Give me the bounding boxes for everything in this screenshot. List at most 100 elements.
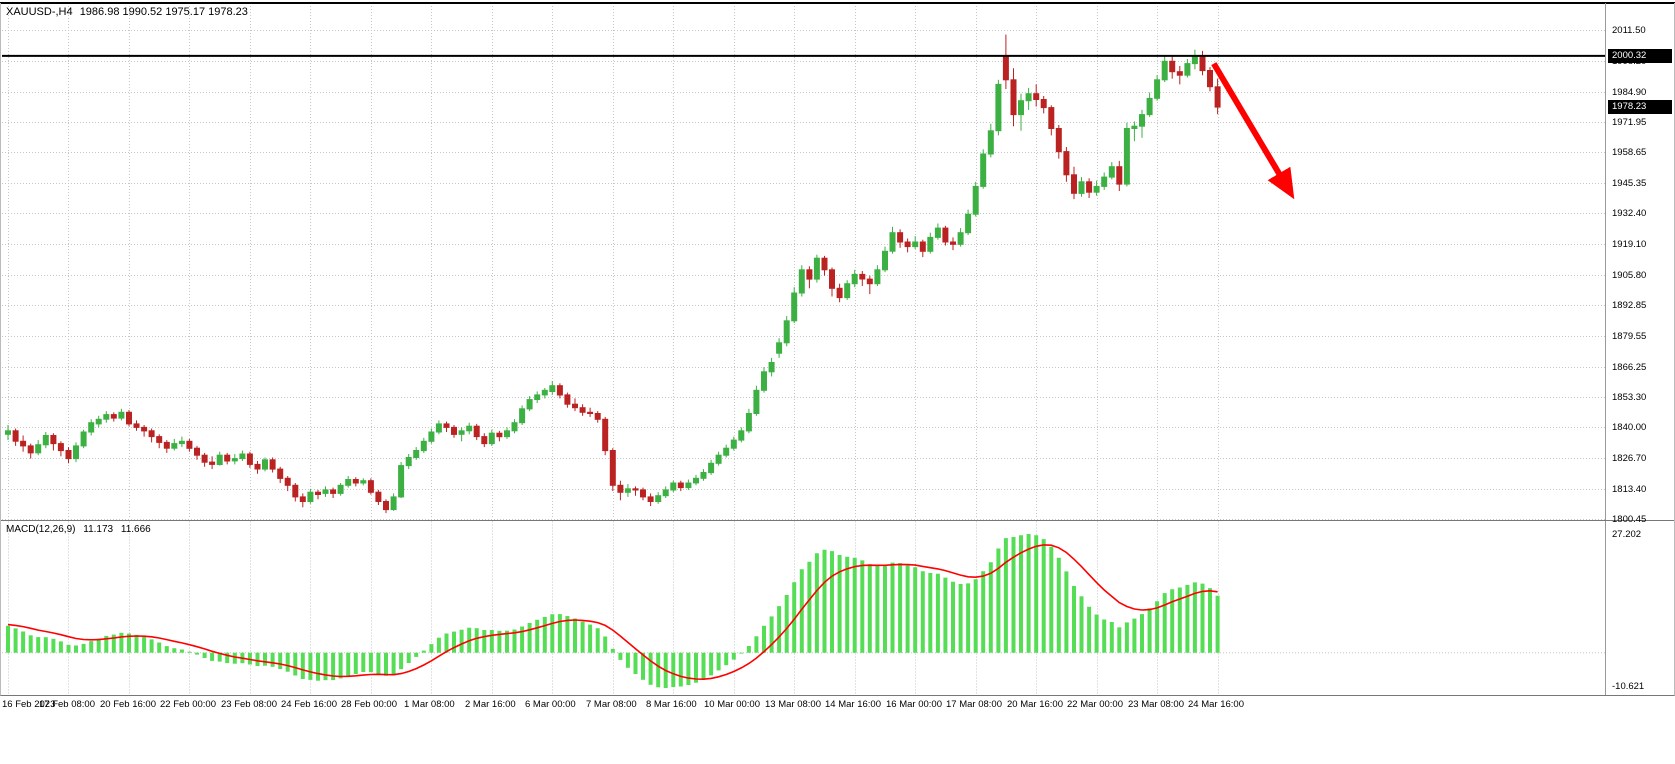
candle-body [1071,174,1077,194]
candle-body [919,241,926,252]
price-tick-label: 1866.25 [1612,362,1647,373]
candle-body [133,423,140,428]
price-tick-label: 1971.95 [1612,117,1647,128]
candle-body [745,413,752,432]
candle-body [556,385,563,396]
candle-body [1055,128,1062,153]
candle-body [851,273,858,285]
candle-body [420,440,427,452]
price-tick-label: 1840.00 [1612,422,1647,433]
price-tick-label: 1813.40 [1612,484,1647,495]
candle-body [315,491,321,496]
chart-title: XAUUSD-,H4 1986.98 1990.52 1975.17 1978.… [6,6,252,18]
candle-body [564,394,571,405]
candle-body [254,463,261,470]
candle-body [95,418,102,425]
price-tick-label: 1905.80 [1612,270,1647,281]
price-tick-label: 1879.55 [1612,331,1647,342]
candle-body [148,430,155,438]
candle-body [655,495,662,503]
candle-body [496,432,503,438]
trend-arrow-annotation[interactable] [1211,62,1295,200]
candle-body [5,430,11,435]
candle-body [511,422,518,432]
candle-body [1063,151,1070,176]
candle-body [624,488,631,493]
time-tick-label: 16 Mar 00:00 [886,699,942,710]
candle-body [602,418,609,452]
candle-body [632,488,639,491]
candle-body [216,454,223,466]
candle-body [20,440,27,447]
candle-body [1214,86,1221,108]
time-tick-label: 14 Mar 16:00 [825,699,881,710]
candle-body [617,484,624,493]
candle-body [783,320,790,344]
time-tick-label: 2 Mar 16:00 [465,699,516,710]
candle-body [390,496,397,511]
candle-body [57,443,64,452]
candle-body [73,445,79,460]
hline-price-badge: 2000.32 [1608,49,1672,63]
candle-body [738,430,745,441]
candle-body [1207,70,1213,88]
price-tick-label: 1919.10 [1612,239,1647,250]
macd-indicator-label: MACD(12,26,9) 11.173 11.666 [6,524,156,535]
time-tick-label: 7 Mar 08:00 [586,699,637,710]
candle-body [1018,100,1024,116]
candle-body [1108,166,1115,178]
time-tick-label: 22 Mar 00:00 [1067,699,1123,710]
candle-body [693,477,699,484]
candle-body [35,444,42,454]
macd-main-value: 11.173 [83,524,114,535]
candle-body [1154,79,1161,99]
time-tick-label: 17 Feb 08:00 [39,699,95,710]
symbol-timeframe: XAUUSD-,H4 [6,6,73,18]
candle-body [398,465,405,498]
time-tick-label: 28 Feb 00:00 [341,699,397,710]
current-price-badge: 1978.23 [1608,100,1672,114]
candle-body [549,385,556,393]
candle-body [904,241,911,248]
macd-signal-line [7,544,1218,681]
candle-body [1184,63,1191,76]
candle-body [103,414,110,420]
candle-body [1093,185,1100,193]
candle-body [897,232,904,243]
price-tick-label: 1945.35 [1612,178,1647,189]
candle-body [330,489,337,494]
candle-body [307,491,314,503]
price-tick-label: 1826.70 [1612,453,1647,464]
time-tick-label: 16 Feb 2023 [2,699,56,710]
time-tick-label: 8 Mar 16:00 [646,699,697,710]
time-tick-label: 13 Mar 08:00 [765,699,821,710]
price-tick-label: 1892.85 [1612,300,1647,311]
candle-body [708,462,715,474]
candle-body [980,153,987,187]
candle-body [874,269,881,285]
time-tick-label: 23 Feb 08:00 [221,699,277,710]
candle-body [1146,97,1153,116]
candle-body [776,342,783,354]
price-tick-label: 1958.65 [1612,147,1647,158]
candle-body [957,232,964,245]
candle-body [322,489,329,494]
time-tick-label: 24 Mar 16:00 [1188,699,1244,710]
candle-body [730,439,737,449]
candle-body [1048,107,1055,129]
candle-body [428,431,435,442]
candle-body [435,423,442,433]
candle-body [950,241,956,245]
candle-body [1139,114,1145,127]
candle-body [156,436,163,443]
time-tick-label: 22 Feb 00:00 [160,699,216,710]
candle-body [118,411,125,419]
candle-body [609,450,616,486]
time-tick-label: 6 Mar 00:00 [525,699,576,710]
candle-body [859,273,866,280]
candle-body [753,389,760,414]
candle-body [541,389,548,396]
candle-body [481,436,488,445]
